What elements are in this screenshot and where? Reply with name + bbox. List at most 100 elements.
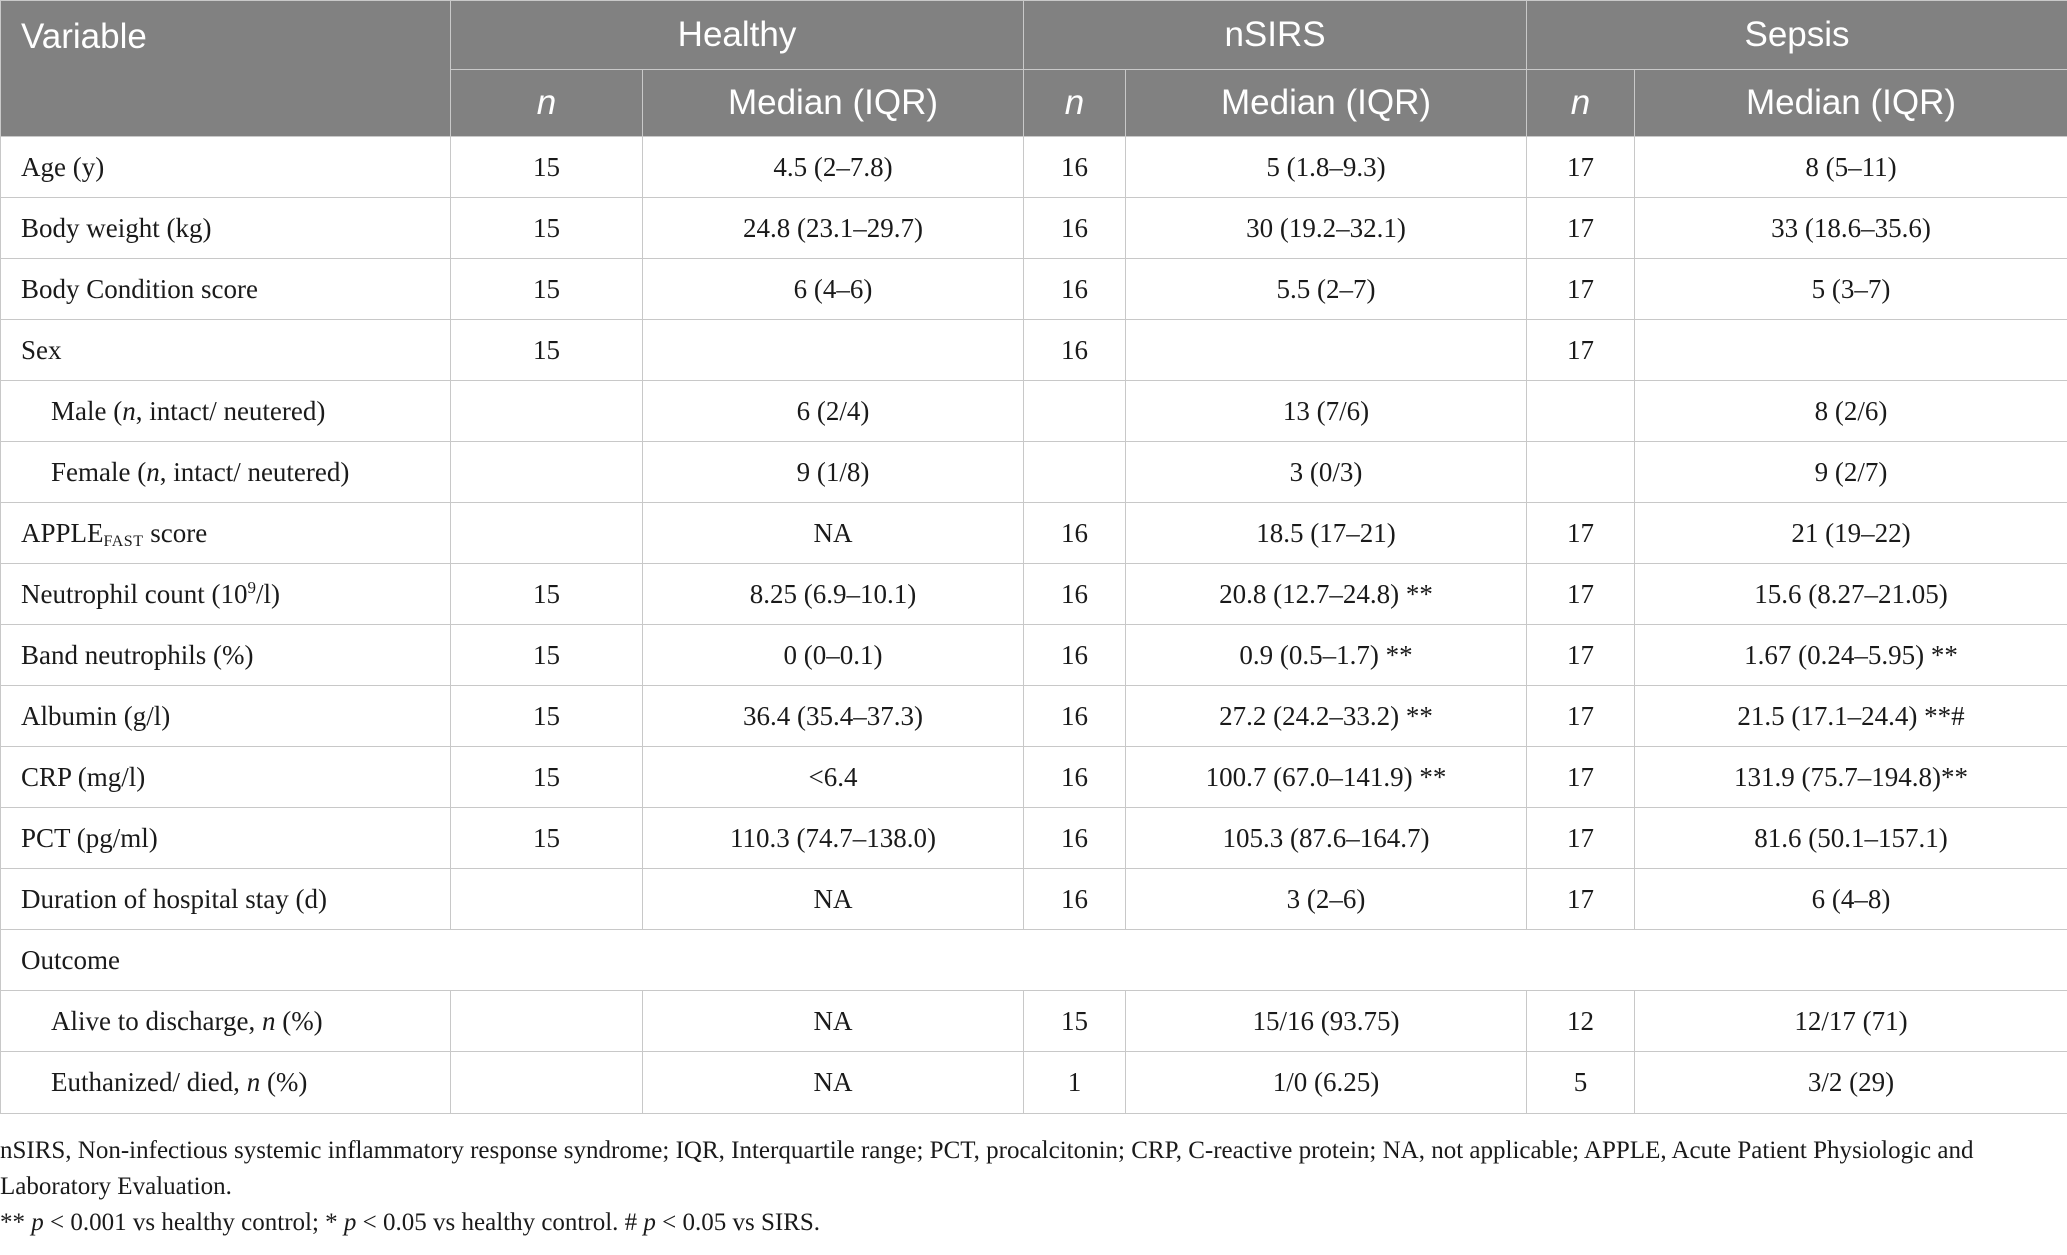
cell-healthy-n: 15 [450,685,643,747]
header-median: Median (IQR) [641,69,1025,137]
cell-healthy-median [641,319,1025,381]
cell-healthy-n [450,502,643,564]
cell-sepsis-median: 12/17 (71) [1634,990,2067,1052]
label-text: Alive to discharge, [51,1005,262,1036]
cell-nsirs-median: 30 (19.2–32.1) [1125,197,1528,259]
row-label: Albumin (g/l) [0,685,451,747]
cell-nsirs-n: 16 [1023,685,1127,747]
cell-nsirs-median: 100.7 (67.0–141.9) ** [1125,746,1528,808]
cell-healthy-n: 15 [450,807,643,869]
label-text: , intact/ neutered) [135,395,326,426]
cell-nsirs-median: 3 (2–6) [1125,868,1528,930]
cell-nsirs-n: 16 [1023,319,1127,381]
row-label: Male (n, intact/ neutered) [0,380,451,442]
label-text: , intact/ neutered) [159,456,350,487]
data-table: Variable Healthy nSIRS Sepsis n Median (… [0,0,2067,1114]
label-text: Male ( [51,395,123,426]
header-n: n [450,69,643,137]
cell-nsirs-median: 1/0 (6.25) [1125,1051,1528,1114]
footnote-italic: p [643,1209,656,1236]
cell-nsirs-median: 15/16 (93.75) [1125,990,1528,1052]
label-text: Neutrophil count (10 [21,578,248,609]
cell-healthy-median: 36.4 (35.4–37.3) [641,685,1025,747]
header-group-healthy: Healthy [449,0,1025,70]
cell-nsirs-n [1023,380,1127,442]
cell-healthy-median: 8.25 (6.9–10.1) [641,563,1025,625]
label-text: Euthanized/ died, [51,1067,247,1097]
footnote-abbreviations: nSIRS, Non-infectious systemic inflammat… [0,1137,1974,1200]
cell-nsirs-n: 16 [1023,136,1127,198]
cell-sepsis-median [1634,319,2067,381]
label-italic: n [246,1067,261,1097]
table-row: Body weight (kg) 15 24.8 (23.1–29.7) 16 … [0,197,2067,259]
cell-sepsis-median: 3/2 (29) [1634,1051,2067,1114]
cell-healthy-median: 4.5 (2–7.8) [641,136,1025,198]
cell-healthy-n: 15 [450,746,643,808]
cell-sepsis-n: 17 [1526,868,1636,930]
row-label: Euthanized/ died, n (%) [0,1051,451,1114]
header-median: Median (IQR) [1125,69,1528,137]
label-text: Female ( [51,456,147,487]
footnote-significance: ** p < 0.001 vs healthy control; * p < 0… [0,1205,2067,1241]
cell-nsirs-median [1125,319,1528,381]
table-row: APPLEFAST score NA 16 18.5 (17–21) 17 21… [0,502,2067,564]
cell-sepsis-n [1526,441,1636,503]
cell-nsirs-median: 18.5 (17–21) [1125,502,1528,564]
table-row: Neutrophil count (109/l) 15 8.25 (6.9–10… [0,563,2067,625]
row-label: Sex [0,319,451,381]
table-row: Female (n, intact/ neutered) 9 (1/8) 3 (… [0,441,2067,503]
cell-sepsis-n: 17 [1526,563,1636,625]
label-italic: n [122,395,136,426]
cell-sepsis-median: 21 (19–22) [1634,502,2067,564]
label-italic: n [146,456,160,487]
cell-sepsis-median: 1.67 (0.24–5.95) ** [1634,624,2067,686]
cell-sepsis-n: 17 [1526,624,1636,686]
header-n: n [1526,69,1636,137]
footnote-text: < 0.05 vs SIRS. [655,1209,821,1236]
cell-healthy-n: 15 [450,624,643,686]
row-label: Female (n, intact/ neutered) [0,441,451,503]
cell-nsirs-n: 1 [1023,1051,1127,1114]
cell-sepsis-median: 15.6 (8.27–21.05) [1634,563,2067,625]
footnote-text: < 0.05 vs healthy control. # [356,1209,644,1236]
cell-sepsis-n: 17 [1526,136,1636,198]
cell-healthy-median: 6 (2/4) [641,380,1025,442]
row-label: Duration of hospital stay (d) [0,868,451,930]
cell-nsirs-median: 0.9 (0.5–1.7) ** [1125,624,1528,686]
cell-nsirs-n: 16 [1023,868,1127,930]
cell-healthy-n [450,380,643,442]
cell-healthy-median: <6.4 [641,746,1025,808]
table-body: Age (y) 15 4.5 (2–7.8) 16 5 (1.8–9.3) 17… [0,136,2067,1114]
cell-nsirs-median: 20.8 (12.7–24.8) ** [1125,563,1528,625]
cell-sepsis-median: 33 (18.6–35.6) [1634,197,2067,259]
cell-healthy-n: 15 [450,319,643,381]
cell-sepsis-median: 21.5 (17.1–24.4) **# [1634,685,2067,747]
cell-healthy-n: 15 [450,563,643,625]
cell-healthy-n [450,990,643,1052]
cell-nsirs-n: 16 [1023,197,1127,259]
cell-nsirs-n: 15 [1023,990,1127,1052]
table-row: Male (n, intact/ neutered) 6 (2/4) 13 (7… [0,380,2067,442]
table-row: Albumin (g/l) 15 36.4 (35.4–37.3) 16 27.… [0,685,2067,747]
cell-healthy-n [450,868,643,930]
table-header: Variable Healthy nSIRS Sepsis n Median (… [0,0,2067,137]
cell-healthy-median: NA [641,1051,1025,1114]
cell-sepsis-n: 5 [1526,1051,1636,1114]
cell-healthy-median: NA [641,990,1025,1052]
footnote-italic: p [31,1209,44,1236]
footnote-text: ** [0,1209,32,1236]
cell-sepsis-median: 8 (5–11) [1634,136,2067,198]
label-text: (%) [260,1067,308,1097]
row-label: Band neutrophils (%) [0,624,451,686]
table-row: PCT (pg/ml) 15 110.3 (74.7–138.0) 16 105… [0,807,2067,869]
label-italic: n [261,1005,276,1036]
cell-sepsis-n: 17 [1526,807,1636,869]
cell-sepsis-median: 5 (3–7) [1634,258,2067,320]
cell-nsirs-n: 16 [1023,746,1127,808]
cell-sepsis-median: 81.6 (50.1–157.1) [1634,807,2067,869]
cell-healthy-median: 24.8 (23.1–29.7) [641,197,1025,259]
cell-nsirs-median: 5 (1.8–9.3) [1125,136,1528,198]
cell-sepsis-median: 8 (2/6) [1634,380,2067,442]
table-row: Outcome [0,929,2067,991]
table-row: Euthanized/ died, n (%) NA 1 1/0 (6.25) … [0,1051,2067,1114]
